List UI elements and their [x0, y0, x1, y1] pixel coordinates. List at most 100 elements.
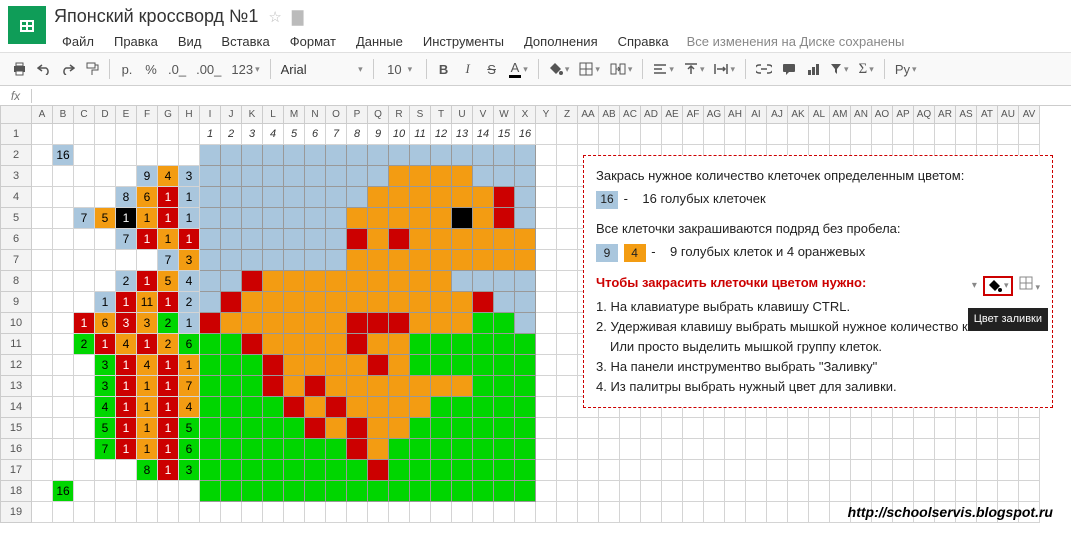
cell[interactable] [263, 271, 284, 292]
text-color-button[interactable]: A▾ [505, 57, 532, 81]
cell[interactable] [893, 418, 914, 439]
row-header[interactable]: 14 [0, 397, 32, 418]
row-header[interactable]: 6 [0, 229, 32, 250]
menu-Инструменты[interactable]: Инструменты [415, 31, 512, 52]
cell[interactable] [452, 313, 473, 334]
cell[interactable] [515, 418, 536, 439]
cell[interactable] [452, 439, 473, 460]
col-header[interactable]: V [473, 106, 494, 124]
cell[interactable] [641, 502, 662, 523]
row-header[interactable]: 10 [0, 313, 32, 334]
cell[interactable] [305, 208, 326, 229]
cell[interactable] [221, 460, 242, 481]
cell[interactable]: 13 [452, 124, 473, 145]
cell[interactable] [431, 229, 452, 250]
cell[interactable] [410, 439, 431, 460]
cell[interactable] [74, 418, 95, 439]
cell[interactable] [431, 418, 452, 439]
cell[interactable] [347, 334, 368, 355]
cell[interactable]: 1 [158, 439, 179, 460]
cell[interactable] [746, 481, 767, 502]
cell[interactable] [452, 460, 473, 481]
cell[interactable] [515, 334, 536, 355]
cell[interactable] [452, 481, 473, 502]
cell[interactable] [74, 250, 95, 271]
cell[interactable]: 6 [179, 334, 200, 355]
cell[interactable]: 1 [137, 208, 158, 229]
cell[interactable] [515, 460, 536, 481]
col-header[interactable]: M [284, 106, 305, 124]
cell[interactable] [116, 250, 137, 271]
cell[interactable] [494, 439, 515, 460]
cell[interactable] [32, 376, 53, 397]
cell[interactable] [347, 439, 368, 460]
cell[interactable]: 5 [95, 208, 116, 229]
cell[interactable] [893, 124, 914, 145]
cell[interactable]: 7 [158, 250, 179, 271]
cell[interactable] [221, 355, 242, 376]
cell[interactable] [242, 313, 263, 334]
cell[interactable] [347, 208, 368, 229]
cell[interactable] [347, 229, 368, 250]
cell[interactable] [368, 145, 389, 166]
cell[interactable] [431, 439, 452, 460]
cell[interactable] [95, 124, 116, 145]
cell[interactable] [410, 502, 431, 523]
cell[interactable]: 3 [179, 250, 200, 271]
cell[interactable] [221, 166, 242, 187]
col-header[interactable]: AT [977, 106, 998, 124]
menu-Формат[interactable]: Формат [282, 31, 344, 52]
cell[interactable] [53, 208, 74, 229]
row-header[interactable]: 17 [0, 460, 32, 481]
cell[interactable] [515, 229, 536, 250]
cell[interactable] [347, 250, 368, 271]
col-header[interactable]: Y [536, 106, 557, 124]
cell[interactable] [494, 187, 515, 208]
cell[interactable] [347, 418, 368, 439]
row-header[interactable]: 15 [0, 418, 32, 439]
cell[interactable] [725, 502, 746, 523]
cell[interactable] [53, 250, 74, 271]
filter-button[interactable]: ▾ [826, 57, 853, 81]
cell[interactable] [956, 439, 977, 460]
cell[interactable] [998, 460, 1019, 481]
cell[interactable] [515, 481, 536, 502]
menu-Дополнения[interactable]: Дополнения [516, 31, 606, 52]
cell[interactable] [410, 313, 431, 334]
cell[interactable] [305, 397, 326, 418]
cell[interactable] [242, 208, 263, 229]
cell[interactable] [683, 460, 704, 481]
cell[interactable]: 1 [74, 313, 95, 334]
cell[interactable] [326, 460, 347, 481]
cell[interactable] [557, 502, 578, 523]
cell[interactable] [536, 376, 557, 397]
cell[interactable] [515, 376, 536, 397]
col-header[interactable]: B [53, 106, 74, 124]
cell[interactable] [200, 166, 221, 187]
col-header[interactable]: G [158, 106, 179, 124]
cell[interactable] [116, 145, 137, 166]
cell[interactable]: 3 [242, 124, 263, 145]
cell[interactable] [347, 313, 368, 334]
cell[interactable] [74, 481, 95, 502]
cell[interactable] [389, 292, 410, 313]
cell[interactable] [53, 460, 74, 481]
cell[interactable] [452, 166, 473, 187]
cell[interactable] [368, 460, 389, 481]
menu-Файл[interactable]: Файл [54, 31, 102, 52]
cell[interactable] [242, 166, 263, 187]
cell[interactable] [32, 397, 53, 418]
cell[interactable]: 11 [137, 292, 158, 313]
cell[interactable] [74, 355, 95, 376]
cell[interactable] [242, 397, 263, 418]
cell[interactable]: 1 [116, 418, 137, 439]
cell[interactable] [74, 124, 95, 145]
cell[interactable] [53, 376, 74, 397]
cell[interactable] [305, 376, 326, 397]
cell[interactable] [536, 187, 557, 208]
col-header[interactable]: AN [851, 106, 872, 124]
cell[interactable] [767, 460, 788, 481]
cell[interactable] [305, 502, 326, 523]
cell[interactable] [53, 271, 74, 292]
col-header[interactable]: AP [893, 106, 914, 124]
